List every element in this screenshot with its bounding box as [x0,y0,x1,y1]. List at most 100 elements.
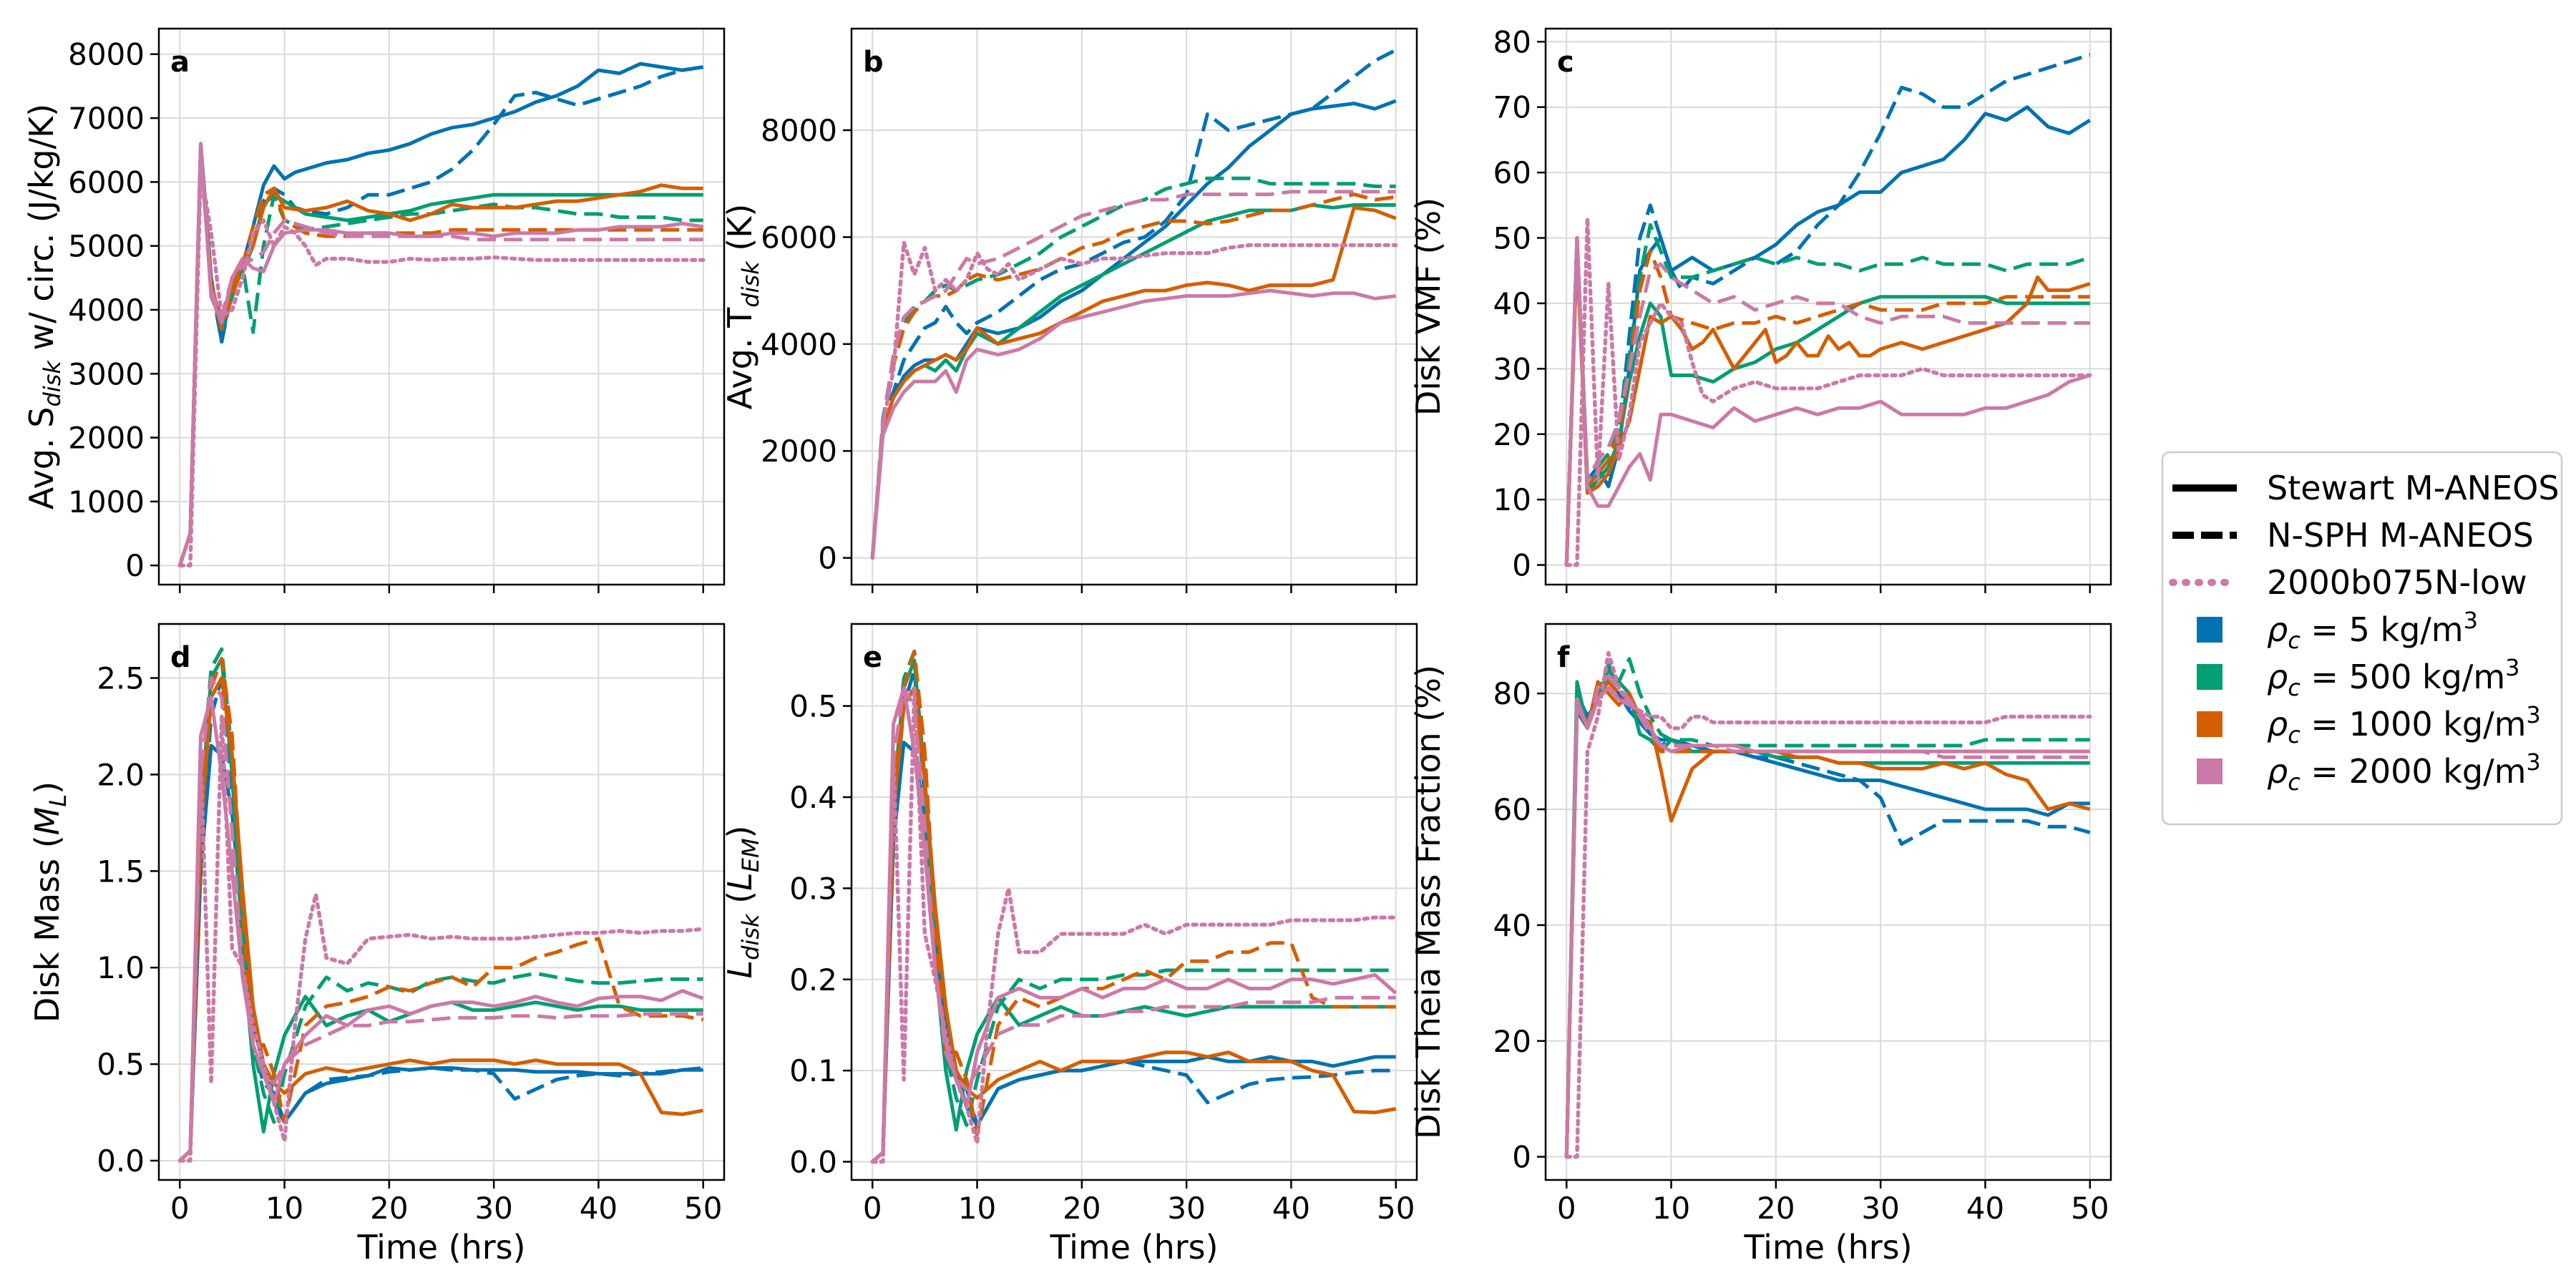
series-group [177,647,706,1163]
series-line-stewart-rho2000 [871,686,1397,1163]
series-line-n-sph-rho500 [1564,657,2090,1157]
panel-label: d [170,641,191,674]
x-tick-label: 30 [1861,1191,1899,1226]
x-tick-label: 10 [1652,1191,1690,1226]
y-tick-label: 7000 [68,101,145,136]
series-line-n-sph-rho2000 [177,148,703,566]
series-group [1564,53,2092,567]
panel-label: e [863,641,882,674]
y-tick-label: 8000 [761,113,837,148]
y-tick-label: 2.5 [97,661,145,696]
y-tick-label: 60 [1493,155,1531,190]
series-line-n-sph-rho5 [178,676,703,1162]
y-axis-label: Avg. Tdisk (K) [721,204,764,410]
x-tick-label: 40 [1966,1191,2004,1226]
series-line-stewart-rho2000 [178,696,704,1162]
series-line-n-sph-rho1000 [178,657,704,1162]
legend-label: ρc = 500 kg/m3 [2267,654,2520,701]
y-tick-label: 6000 [68,165,145,200]
panel-b: 0 2000 4000 6000 8000 Avg. Tdisk (K) b [721,27,1418,593]
series-line-stewart-rho2000 [870,288,1397,558]
legend-label: Stewart M-ANEOS [2267,469,2560,507]
panel-f: 0 10 20 30 40 50 Time (hrs) 0 20 40 60 80 Disk Theia… [1409,623,2112,1267]
axes-frame [1544,623,2112,1181]
y-tick-label: 1000 [68,484,145,519]
y-tick-label: 0.1 [789,1053,837,1088]
axes-frame [850,27,1418,586]
y-tick-label: 80 [1493,676,1531,711]
x-tick-label: 0 [863,1191,882,1226]
y-tick-label: 40 [1493,908,1531,943]
y-tick-label: 8000 [68,37,145,72]
legend-label: ρc = 1000 kg/m3 [2267,701,2541,748]
legend-label: N-SPH M-ANEOS [2267,516,2534,555]
y-axis-label: Ldisk (LEM) [721,825,764,978]
x-tick-label: 40 [580,1191,618,1226]
axes-frame [850,623,1418,1181]
legend-color-swatch [2197,758,2223,784]
x-tick-label: 50 [684,1191,722,1226]
y-tick-label: 20 [1493,1024,1531,1059]
series-group [177,62,706,567]
panel-d: 0 10 20 30 40 50 Time (hrs) 0.0 0.5 1.0 1.5 2.0 2.5 D… [28,623,726,1267]
y-tick-label: 0.2 [789,962,837,997]
y-axis-label: Disk VMF (%) [1409,197,1448,416]
y-tick-label: 70 [1493,90,1531,125]
y-tick-label: 20 [1493,417,1531,452]
panel-label: a [170,46,190,79]
x-tick-label: 50 [2071,1191,2109,1226]
axes-frame [157,623,726,1181]
y-tick-label: 0.0 [789,1145,837,1180]
panel-e: 0 10 20 30 40 50 Time (hrs) 0.0 0.1 0.2 0.3 0.4 0.5 L… [721,623,1418,1267]
y-tick-label: 0.3 [789,871,837,906]
panel-label: b [863,46,884,79]
y-tick-label: 4000 [68,293,145,328]
y-tick-label: 5000 [68,229,145,264]
y-tick-label: 40 [1493,286,1531,321]
series-line-stewart-rho5 [1564,680,2090,1157]
series-line-stewart-rho1000 [178,676,704,1162]
x-axis-label: Time (hrs) [1743,1228,1912,1267]
series-line-n-sph-rho2000 [871,686,1396,1163]
x-tick-label: 0 [1557,1191,1576,1226]
legend-box [2161,451,2563,826]
x-tick-label: 20 [370,1191,408,1226]
x-axis-label: Time (hrs) [1049,1228,1218,1267]
legend-label: ρc = 2000 kg/m3 [2267,748,2541,796]
x-tick-label: 30 [1167,1191,1205,1226]
y-tick-label: 2000 [761,434,837,469]
x-axis-label: Time (hrs) [356,1228,525,1267]
y-tick-label: 60 [1493,792,1531,827]
y-tick-label: 0.0 [97,1143,145,1179]
y-tick-label: 0 [1512,1140,1531,1175]
legend-color-swatch [2197,664,2223,690]
series-line-stewart-rho1000 [1564,249,2091,565]
y-tick-label: 0.5 [97,1047,145,1082]
y-tick-label: 1.5 [97,854,145,889]
y-tick-label: 4000 [761,327,837,362]
series-line-2000b075n-low [870,686,1398,1164]
legend-label: 2000b075N-low [2267,563,2527,602]
series-line-n-sph-rho2000 [178,676,703,1162]
y-tick-label: 0 [1512,548,1531,583]
series-line-2000b075n-low [1564,650,2092,1159]
y-tick-label: 2000 [68,421,145,456]
y-tick-label: 1.0 [97,950,145,985]
y-tick-label: 3000 [68,356,145,391]
y-axis-label: Disk Mass (ML) [28,781,72,1023]
series-line-2000b075n-low [870,240,1398,560]
legend-color-swatch [2197,617,2223,643]
series-line-n-sph-rho2000 [870,190,1396,558]
axes-frame [157,27,726,586]
series-line-2000b075n-low [1564,216,2092,567]
y-tick-label: 0.5 [789,689,837,724]
panel-label: c [1557,46,1574,79]
series-line-2000b075n-low [177,714,706,1163]
series-line-stewart-rho2000 [1564,686,2090,1157]
series-line-n-sph-rho5 [1564,674,2091,1157]
x-tick-label: 30 [474,1191,512,1226]
axes-frame [1544,27,2112,586]
